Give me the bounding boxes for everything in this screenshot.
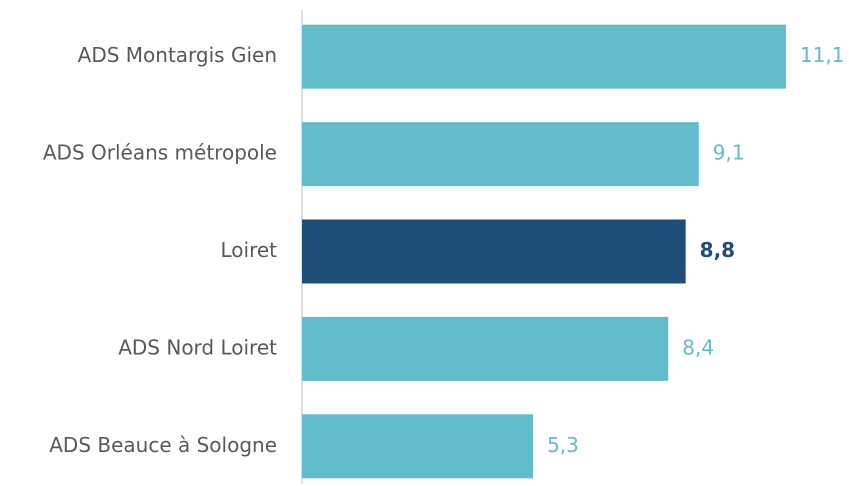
value-label: 11,1 — [800, 43, 845, 67]
bar — [302, 219, 686, 284]
value-label: 8,4 — [682, 335, 714, 359]
bar — [302, 414, 534, 479]
bar — [302, 24, 786, 89]
category-label: ADS Nord Loiret — [118, 335, 277, 359]
value-label: 8,8 — [700, 238, 735, 262]
category-label: Loiret — [220, 238, 277, 262]
bar — [302, 122, 699, 187]
category-label: ADS Beauce à Sologne — [49, 433, 277, 457]
category-label: ADS Montargis Gien — [78, 43, 277, 67]
value-label: 5,3 — [547, 433, 579, 457]
bar — [302, 316, 669, 381]
value-label: 9,1 — [713, 141, 745, 165]
category-label: ADS Orléans métropole — [43, 141, 277, 165]
